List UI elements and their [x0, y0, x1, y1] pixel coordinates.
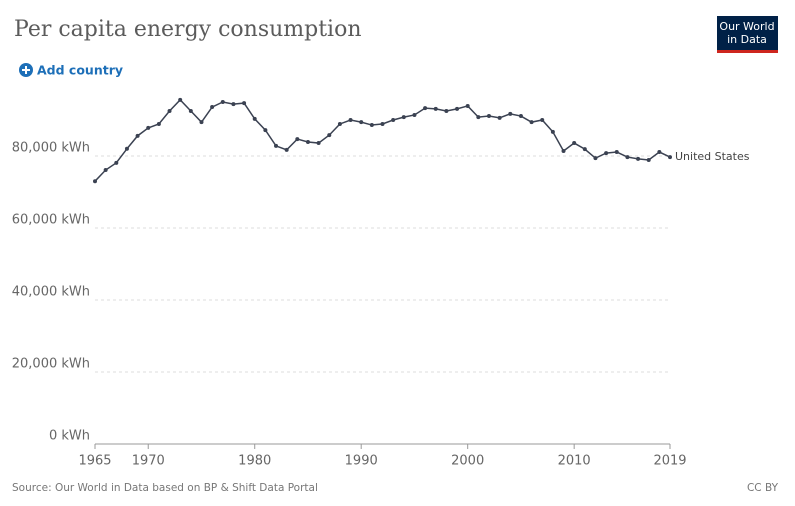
- data-point: [529, 120, 534, 125]
- data-point: [455, 106, 460, 111]
- x-tick-label: 1970: [132, 454, 165, 469]
- y-tick-label: 60,000 kWh: [12, 213, 90, 228]
- add-country-label[interactable]: Add country: [37, 63, 123, 78]
- data-point: [359, 120, 364, 125]
- data-point: [476, 115, 481, 120]
- data-point: [412, 112, 417, 117]
- logo-text: Our World: [719, 20, 774, 33]
- data-point: [316, 141, 321, 146]
- data-point: [369, 123, 374, 128]
- data-point: [636, 156, 641, 161]
- data-point: [135, 133, 140, 138]
- source: Source: Our World in Data based on BP & …: [12, 482, 318, 494]
- data-point: [274, 143, 279, 148]
- add-country-button[interactable]: Add country: [19, 63, 123, 78]
- data-point: [242, 101, 247, 106]
- series-label: United States: [675, 150, 750, 163]
- y-tick-label: 20,000 kWh: [12, 357, 90, 372]
- data-point: [348, 118, 353, 122]
- data-point: [295, 137, 300, 142]
- logo: [717, 16, 778, 53]
- data-point: [604, 151, 609, 156]
- data-point: [178, 97, 183, 102]
- data-point: [540, 118, 545, 122]
- data-point: [497, 115, 502, 120]
- y-tick-label: 40,000 kWh: [12, 285, 90, 300]
- data-point: [156, 121, 161, 126]
- data-point: [199, 120, 204, 125]
- x-tick-label: 1965: [78, 454, 111, 469]
- x-tick-label: 2019: [653, 454, 686, 469]
- chart-title: Per capita energy consumption: [14, 17, 362, 42]
- data-point: [572, 141, 577, 146]
- logo-text: in Data: [727, 33, 767, 46]
- data-point: [423, 106, 428, 111]
- data-point: [465, 103, 470, 108]
- data-point: [401, 115, 406, 120]
- data-point: [486, 114, 491, 119]
- x-tick-label: 2010: [558, 454, 591, 469]
- data-point: [210, 105, 215, 110]
- data-point: [231, 102, 236, 107]
- data-point: [327, 133, 332, 138]
- data-point: [561, 148, 566, 153]
- data-point: [646, 157, 651, 162]
- x-tick-label: 2000: [451, 454, 484, 469]
- data-point: [380, 121, 385, 126]
- y-tick-label: 0 kWh: [49, 429, 90, 444]
- data-point: [550, 129, 555, 134]
- data-point: [625, 155, 630, 160]
- data-point: [518, 114, 523, 119]
- data-point: [252, 116, 257, 121]
- data-point: [220, 100, 225, 104]
- data-point: [614, 150, 619, 155]
- data-point: [668, 155, 672, 160]
- y-tick-label: 80,000 kWh: [12, 141, 90, 156]
- logo-underline: [717, 50, 778, 53]
- data-point: [444, 109, 449, 113]
- data-point: [305, 139, 310, 144]
- data-point: [114, 160, 119, 165]
- data-point: [263, 128, 268, 133]
- license: CC BY: [747, 482, 779, 494]
- add-icon-plus: [22, 66, 30, 74]
- data-point: [284, 147, 289, 152]
- data-point: [582, 147, 587, 152]
- data-point: [188, 109, 193, 113]
- data-point: [433, 106, 438, 111]
- data-point: [337, 121, 342, 126]
- data-point: [167, 109, 172, 113]
- data-point: [391, 118, 396, 122]
- data-point: [146, 125, 151, 130]
- x-tick-label: 1990: [345, 454, 378, 469]
- data-point: [103, 168, 108, 173]
- data-point: [93, 179, 97, 184]
- data-point: [593, 156, 598, 161]
- data-point: [508, 111, 513, 116]
- data-point: [124, 146, 129, 151]
- x-tick-label: 1980: [238, 454, 271, 469]
- data-point: [657, 150, 662, 155]
